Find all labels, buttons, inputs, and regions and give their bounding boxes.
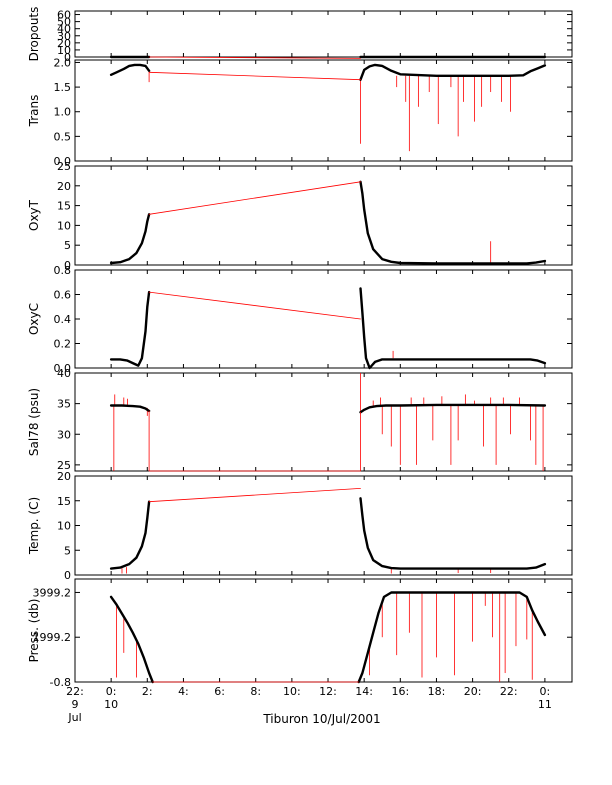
y-tick-label: 0.2 <box>54 338 72 351</box>
panel-frame <box>74 578 573 683</box>
series-line <box>109 500 151 570</box>
x-tick-label: 16: <box>391 685 409 698</box>
x-tick-label: 4: <box>178 685 189 698</box>
y-tick-label: 0.6 <box>54 289 72 302</box>
y-tick-label: 25 <box>57 459 71 472</box>
series-line <box>357 591 547 684</box>
series-line <box>359 63 547 81</box>
x-tick-label: 12: <box>319 685 337 698</box>
x-tick-label: 18: <box>428 685 446 698</box>
x-tick-label: 9 <box>72 698 79 711</box>
x-tick-label: Jul <box>67 711 81 724</box>
y-tick-label: 0.5 <box>54 130 72 143</box>
y-tick-label: 0.0 <box>54 362 72 375</box>
gap-connector-line <box>148 291 361 320</box>
x-tick-label: 22: <box>500 685 518 698</box>
y-tick-label: 40 <box>57 367 71 380</box>
y-tick-label: 60 <box>57 9 71 22</box>
gap-connector-line <box>148 56 361 59</box>
series-line <box>359 180 547 265</box>
y-tick-label: 0.4 <box>54 313 72 326</box>
series-line <box>109 595 154 684</box>
panel-group: 0102030405060Dropouts0.00.51.01.52.0Tran… <box>27 7 573 689</box>
y-tick-label: 30 <box>57 428 71 441</box>
x-tick-label: 10: <box>283 685 301 698</box>
series-line <box>109 63 151 77</box>
y-tick-label: 30 <box>57 30 71 43</box>
y-axis-label: Dropouts <box>27 7 41 62</box>
x-tick-label: 0: <box>106 685 117 698</box>
panel-frame <box>74 372 573 472</box>
series-line <box>109 404 151 413</box>
panel-3: 0 5 10 15 20 25 OxyT <box>27 160 573 272</box>
y-tick-label: 0 <box>64 259 71 272</box>
x-axis-label: Tiburon 10/Jul/2001 <box>262 712 380 726</box>
x-tick-label: 2: <box>142 685 153 698</box>
gap-connector-line <box>148 410 361 472</box>
gap-connector-line <box>148 71 361 81</box>
y-axis-label: Temp. (C) <box>27 497 41 555</box>
series-line <box>359 287 547 370</box>
series-line <box>109 213 151 265</box>
y-tick-label: 35 <box>57 398 71 411</box>
y-tick-label: 10 <box>57 520 71 533</box>
y-tick-label: 0.8 <box>54 264 72 277</box>
panel-frame <box>74 10 573 58</box>
y-tick-label: 2.0 <box>54 56 72 69</box>
y-axis-label: Trans <box>27 95 41 128</box>
x-tick-label: 0: <box>540 685 551 698</box>
panel-4: 0.0 0.2 0.4 0.6 0.8 OxyC <box>27 264 573 375</box>
panel-frame <box>74 269 573 369</box>
y-tick-label: 1.5 <box>54 81 72 94</box>
y-tick-label: 3999.2 <box>33 586 72 599</box>
series-line <box>359 497 547 570</box>
y-tick-label: 5 <box>64 544 71 557</box>
gap-connector-line <box>148 487 361 503</box>
y-tick-label: 0 <box>64 569 71 582</box>
y-tick-label: 1.0 <box>54 106 72 119</box>
y-tick-label: 20 <box>57 180 71 193</box>
y-axis-label: Sal78 (psu) <box>27 388 41 456</box>
y-tick-label: 5 <box>64 239 71 252</box>
y-tick-label: 0 <box>64 51 71 64</box>
y-tick-label: 20 <box>57 37 71 50</box>
panel-5: 25 30 35 40 Sal78 (psu) <box>27 367 573 472</box>
y-tick-label: 10 <box>57 44 71 57</box>
x-tick-label: 22: <box>66 685 84 698</box>
y-tick-label: 15 <box>57 200 71 213</box>
y-tick-label: 40 <box>57 23 71 36</box>
y-tick-label: 50 <box>57 16 71 29</box>
series-line <box>359 403 547 414</box>
panel-2: 0.0 0.5 1.0 1.5 2.0 Trans <box>27 56 573 168</box>
panel-frame <box>74 165 573 266</box>
y-tick-label: 15 <box>57 495 71 508</box>
x-tick-label: 8: <box>250 685 261 698</box>
panel-frame <box>74 59 573 162</box>
y-tick-label: 25 <box>57 160 71 173</box>
y-axis-label: OxyC <box>27 303 41 335</box>
series-line <box>109 290 151 367</box>
y-tick-label: 10 <box>57 219 71 232</box>
x-tick-label: 6: <box>214 685 225 698</box>
y-tick-label: 20 <box>57 470 71 483</box>
gap-connector-line <box>148 181 361 215</box>
x-tick-label: 11 <box>538 698 552 711</box>
y-tick-label: 1999.2 <box>33 631 72 644</box>
y-axis-label: OxyT <box>27 199 41 231</box>
x-tick-label: 14: <box>355 685 373 698</box>
x-tick-label: 10 <box>104 698 118 711</box>
y-tick-label: 0.0 <box>54 155 72 168</box>
y-tick-label: -0.8 <box>50 676 71 689</box>
x-tick-label: 20: <box>464 685 482 698</box>
y-axis-label: Press. (db) <box>27 599 41 663</box>
panel-6: 0 5 10 15 20 Temp. (C) <box>27 470 573 582</box>
